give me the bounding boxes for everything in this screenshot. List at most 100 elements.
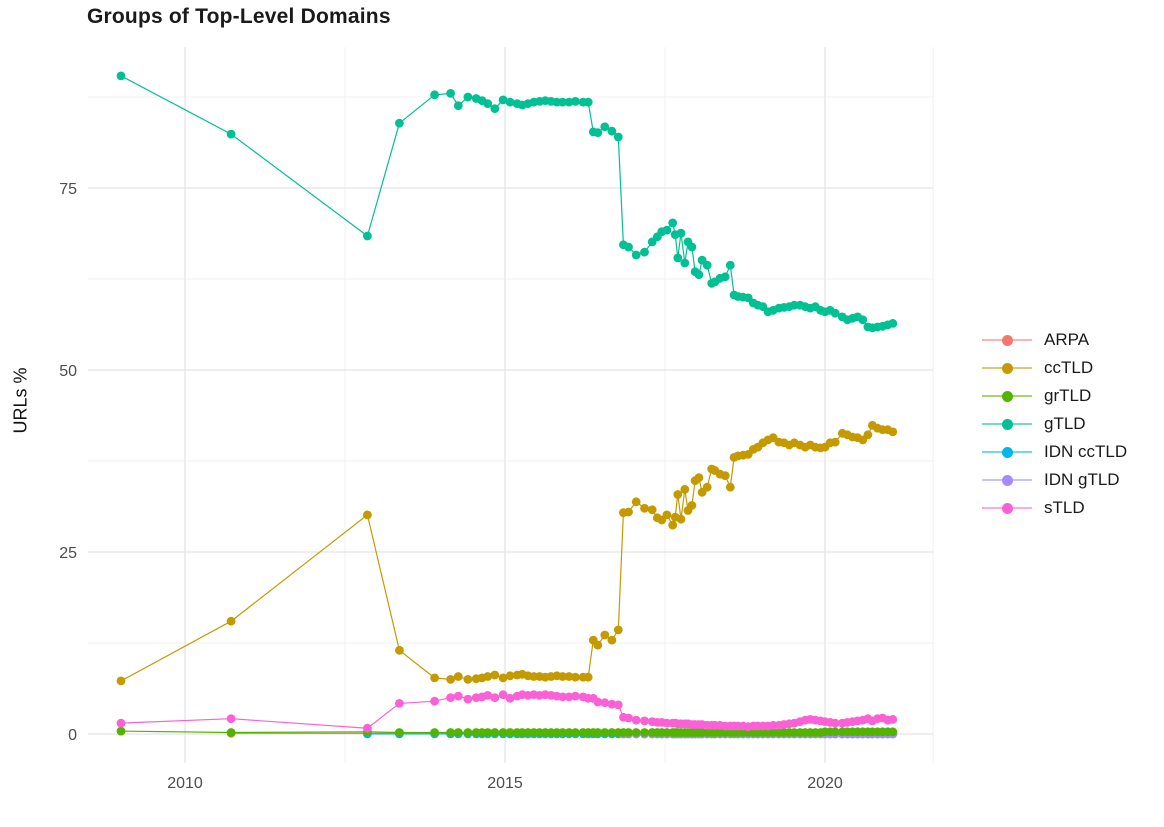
- data-point-stld: [564, 692, 574, 702]
- data-point-gtld: [830, 308, 840, 318]
- data-point-grtld: [830, 727, 840, 737]
- data-point-cctld: [624, 507, 633, 517]
- data-point-cctld: [631, 497, 641, 507]
- data-point-stld: [640, 716, 649, 726]
- data-point-stld: [593, 697, 603, 707]
- data-point-gtld: [571, 97, 580, 106]
- x-tick-label-2010: 2010: [167, 775, 203, 792]
- x-tick-label-2020: 2020: [807, 775, 843, 792]
- data-point-grtld: [631, 728, 641, 737]
- data-point-stld: [226, 714, 236, 724]
- y-tick-label-0: 0: [68, 727, 77, 744]
- data-point-cctld: [600, 630, 610, 640]
- legend-label-idn-cctld: IDN ccTLD: [1044, 442, 1128, 461]
- data-point-stld: [600, 698, 610, 708]
- legend-item-grtld: grTLD: [982, 382, 1127, 410]
- data-point-gtld: [395, 118, 404, 128]
- data-point-gtld: [463, 92, 473, 102]
- data-point-grtld: [490, 728, 500, 737]
- legend-swatch-cctld: [982, 362, 1032, 374]
- data-point-cctld: [446, 675, 455, 684]
- legend-dot-icon: [1002, 363, 1013, 374]
- legend-item-arpa: ARPA: [982, 326, 1127, 354]
- data-point-gtld: [600, 122, 610, 132]
- data-point-grtld: [226, 728, 236, 737]
- data-point-gtld: [725, 260, 735, 270]
- legend-item-stld: sTLD: [982, 494, 1127, 522]
- data-point-gtld: [505, 97, 515, 107]
- legend-swatch-gtld: [982, 418, 1032, 430]
- data-point-cctld: [505, 671, 515, 681]
- legend-swatch-grtld: [982, 390, 1032, 402]
- data-point-gtld: [694, 270, 704, 279]
- data-point-stld: [505, 693, 515, 703]
- data-point-stld: [607, 699, 617, 709]
- y-axis-title: URLs %: [10, 367, 31, 434]
- data-point-stld: [631, 715, 641, 725]
- data-point-grtld: [593, 728, 603, 737]
- data-point-cctld: [395, 645, 404, 655]
- data-point-stld: [490, 693, 500, 702]
- data-point-stld: [483, 691, 493, 700]
- data-point-cctld: [363, 510, 372, 520]
- data-point-gtld: [888, 319, 898, 328]
- legend-dot-icon: [1002, 335, 1013, 346]
- data-point-stld: [558, 692, 567, 702]
- legend-dot-icon: [1002, 447, 1013, 458]
- data-point-cctld: [720, 471, 730, 480]
- data-point-gtld: [490, 104, 500, 113]
- data-point-gtld: [676, 228, 686, 238]
- data-point-gtld: [483, 99, 493, 108]
- data-point-gtld: [662, 225, 672, 235]
- legend-dot-icon: [1002, 475, 1013, 486]
- data-point-cctld: [463, 675, 473, 684]
- data-point-gtld: [702, 260, 712, 270]
- data-point-grtld: [607, 728, 617, 737]
- data-point-gtld: [613, 132, 623, 142]
- data-point-grtld: [888, 727, 898, 737]
- data-point-cctld: [702, 482, 712, 492]
- legend-dot-icon: [1002, 503, 1013, 514]
- data-point-gtld: [446, 89, 455, 98]
- data-point-gtld: [430, 90, 439, 100]
- legend-swatch-stld: [982, 502, 1032, 514]
- data-point-cctld: [490, 670, 500, 680]
- data-point-gtld: [624, 242, 633, 252]
- legend-dot-icon: [1002, 391, 1013, 402]
- data-point-gtld: [583, 97, 593, 107]
- data-point-cctld: [647, 505, 657, 515]
- data-point-stld: [463, 694, 473, 704]
- legend-label-cctld: ccTLD: [1044, 358, 1094, 377]
- data-point-cctld: [694, 473, 704, 483]
- data-point-cctld: [888, 427, 898, 437]
- legend-label-gtld: gTLD: [1044, 414, 1086, 433]
- legend-item-gtld: gTLD: [982, 410, 1127, 438]
- data-point-gtld: [687, 242, 697, 252]
- data-point-cctld: [830, 437, 840, 447]
- data-point-stld: [395, 699, 404, 708]
- data-point-grtld: [558, 728, 567, 737]
- data-point-stld: [446, 693, 455, 702]
- data-point-cctld: [613, 625, 623, 635]
- data-point-gtld: [116, 71, 126, 81]
- data-point-cctld: [680, 485, 690, 494]
- legend-item-cctld: ccTLD: [982, 354, 1127, 382]
- data-point-grtld: [116, 726, 126, 736]
- legend-label-grtld: grTLD: [1044, 386, 1092, 405]
- data-point-stld: [571, 691, 580, 701]
- legend-label-stld: sTLD: [1044, 498, 1085, 517]
- legend-swatch-idn-cctld: [982, 446, 1032, 458]
- data-point-cctld: [863, 430, 873, 440]
- data-point-grtld: [463, 728, 473, 737]
- data-point-stld: [498, 690, 508, 700]
- data-point-gtld: [558, 97, 567, 107]
- data-point-cctld: [558, 672, 567, 681]
- data-point-gtld: [680, 258, 690, 268]
- data-point-grtld: [624, 728, 633, 737]
- legend-swatch-arpa: [982, 334, 1032, 346]
- x-tick-label-2015: 2015: [487, 775, 523, 792]
- data-point-stld: [888, 715, 898, 724]
- data-point-stld: [624, 713, 633, 723]
- legend: ARPA ccTLD grTLD gTLD IDN ccTLD IDN gTLD sTLD: [982, 326, 1127, 522]
